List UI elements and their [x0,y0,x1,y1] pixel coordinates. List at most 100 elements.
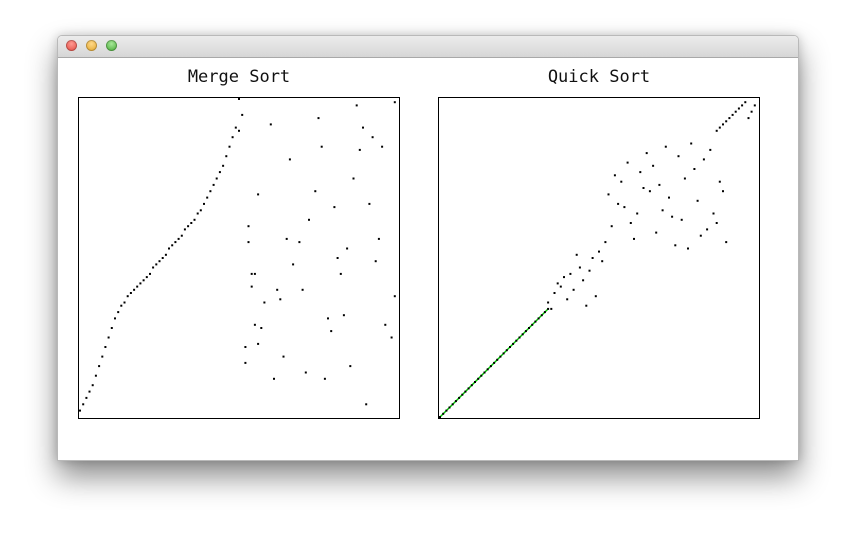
data-point [474,381,476,383]
data-point [196,212,199,215]
data-point [390,336,393,339]
data-point [534,320,537,323]
data-point [298,241,301,244]
merge-sort-chart [79,98,396,412]
data-point [693,168,696,170]
data-point [209,190,212,193]
data-point [629,222,632,224]
data-point [563,276,565,279]
data-point [174,241,177,244]
close-dot-icon[interactable] [66,40,77,51]
data-point [734,110,737,113]
data-point [569,272,572,275]
data-point [362,126,364,129]
data-point [493,361,496,364]
data-point [355,104,358,107]
zoom-dot-icon[interactable] [106,40,117,51]
data-point [585,304,588,307]
data-point [152,266,155,269]
data-point [575,253,578,256]
data-point [161,257,164,259]
data-point [709,148,712,151]
data-point [623,206,626,209]
data-point [617,202,620,205]
data-point [553,292,556,294]
data-point [317,117,320,120]
data-point [250,285,253,288]
data-point [212,183,215,186]
quick-sort-title: Quick Sort [547,67,651,87]
data-point [381,145,384,148]
data-point [687,247,689,250]
data-point [142,279,145,282]
data-point [566,298,569,301]
data-point [114,317,116,320]
data-point [680,218,683,221]
data-point [342,314,345,317]
data-point [358,148,361,151]
data-point [327,317,329,320]
data-point [117,311,120,314]
data-point [85,396,88,399]
data-point [547,307,550,310]
data-point [288,158,291,161]
data-point [505,349,508,352]
data-point [180,234,183,237]
data-point [664,145,667,148]
data-point [215,177,218,180]
data-point [171,244,174,247]
data-point [731,113,734,116]
data-point [269,123,272,126]
data-point [88,390,91,393]
data-point [253,272,256,275]
merge-sort-title: Merge Sort [187,67,291,87]
data-point [547,301,550,304]
data-point [521,333,524,336]
data-point [273,377,275,380]
data-point [655,231,658,234]
data-point [607,193,610,196]
data-point [582,279,585,282]
data-point [365,403,368,406]
data-point [699,234,702,237]
data-point [110,327,113,329]
data-point [244,361,247,364]
data-point [601,260,604,263]
data-point [339,272,342,275]
data-point [183,228,186,231]
data-point [671,215,674,218]
data-point [393,101,396,104]
data-point [79,409,81,412]
data-point [578,266,581,269]
data-point [158,260,161,263]
data-point [104,346,107,348]
data-point [550,307,553,310]
title-bar[interactable] [58,36,798,58]
data-point [470,384,473,387]
data-point [190,222,193,224]
data-point [718,126,721,129]
data-point [636,212,639,215]
data-point [320,145,323,148]
data-point [528,327,530,329]
data-point [489,365,492,368]
data-point [477,377,480,380]
data-point [512,342,515,345]
data-point [193,218,196,221]
data-point [203,202,205,205]
data-point [352,177,355,180]
data-point [674,244,677,247]
data-point [149,272,151,275]
data-point [722,190,724,193]
data-point [276,288,279,291]
data-point [715,222,718,224]
data-point [661,209,664,212]
minimize-dot-icon[interactable] [86,40,97,51]
data-point [537,317,540,320]
data-point [260,327,263,329]
data-point [139,282,142,285]
data-point [588,269,591,272]
data-point [747,117,750,120]
data-point [480,374,483,377]
data-point [393,295,396,298]
